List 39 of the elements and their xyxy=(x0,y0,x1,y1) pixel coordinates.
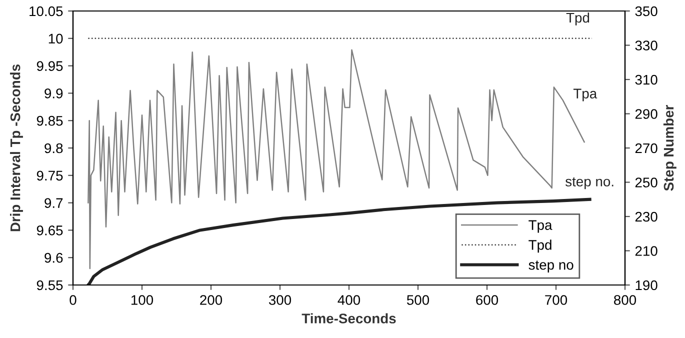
x-axis-title: Time-Seconds xyxy=(302,313,396,324)
x-tick-label: 500 xyxy=(406,295,430,305)
y2-tick-label: 190 xyxy=(636,280,658,290)
x-tick-label: 300 xyxy=(268,295,292,305)
y-tick-label: 9.6 xyxy=(44,252,63,263)
y2-tick-label: 270 xyxy=(635,143,658,154)
y2-tick-label: 210 xyxy=(635,246,658,256)
legend-label: Tpd xyxy=(528,240,552,253)
y-tick-label: 9.65 xyxy=(36,226,63,236)
y-tick-label: 10 xyxy=(48,34,63,44)
y-tick-label: 9.8 xyxy=(44,143,63,154)
x-tick-label: 800 xyxy=(614,295,636,305)
y-tick-label: 9.75 xyxy=(36,170,63,181)
y2-tick-label: 350 xyxy=(635,6,658,16)
y-tick-label: 9.95 xyxy=(36,61,63,71)
y2-tick-label: 230 xyxy=(635,212,658,222)
y2-tick-label: 310 xyxy=(635,74,658,85)
y2-tick-label: 330 xyxy=(635,40,658,50)
annotation: step no. xyxy=(565,177,614,190)
y2-tick-label: 250 xyxy=(635,178,658,188)
legend-label: Tpa xyxy=(528,220,552,233)
x-tick-label: 600 xyxy=(476,295,498,305)
y-tick-label: 9.85 xyxy=(36,116,63,126)
legend-label: step no xyxy=(528,260,574,272)
y-tick-label: 10.05 xyxy=(30,6,63,16)
x-tick-label: 0 xyxy=(70,295,76,305)
x-tick-label: 700 xyxy=(545,295,568,305)
x-tick-label: 400 xyxy=(338,295,360,305)
y2-tick-label: 290 xyxy=(635,109,658,119)
y2-axis-title: Step Number xyxy=(663,104,676,191)
y-tick-label: 9.7 xyxy=(44,198,63,208)
y-tick-label: 9.55 xyxy=(36,280,63,290)
y-axis-title: Drip Interval Tp -Seconds xyxy=(10,64,23,232)
line-series xyxy=(86,198,592,285)
annotation: Tpd xyxy=(566,12,590,26)
x-tick-label: 200 xyxy=(200,295,222,305)
x-tick-label: 100 xyxy=(131,295,154,305)
y-tick-label: 9.9 xyxy=(44,88,63,98)
annotation: Tpa xyxy=(573,88,598,102)
